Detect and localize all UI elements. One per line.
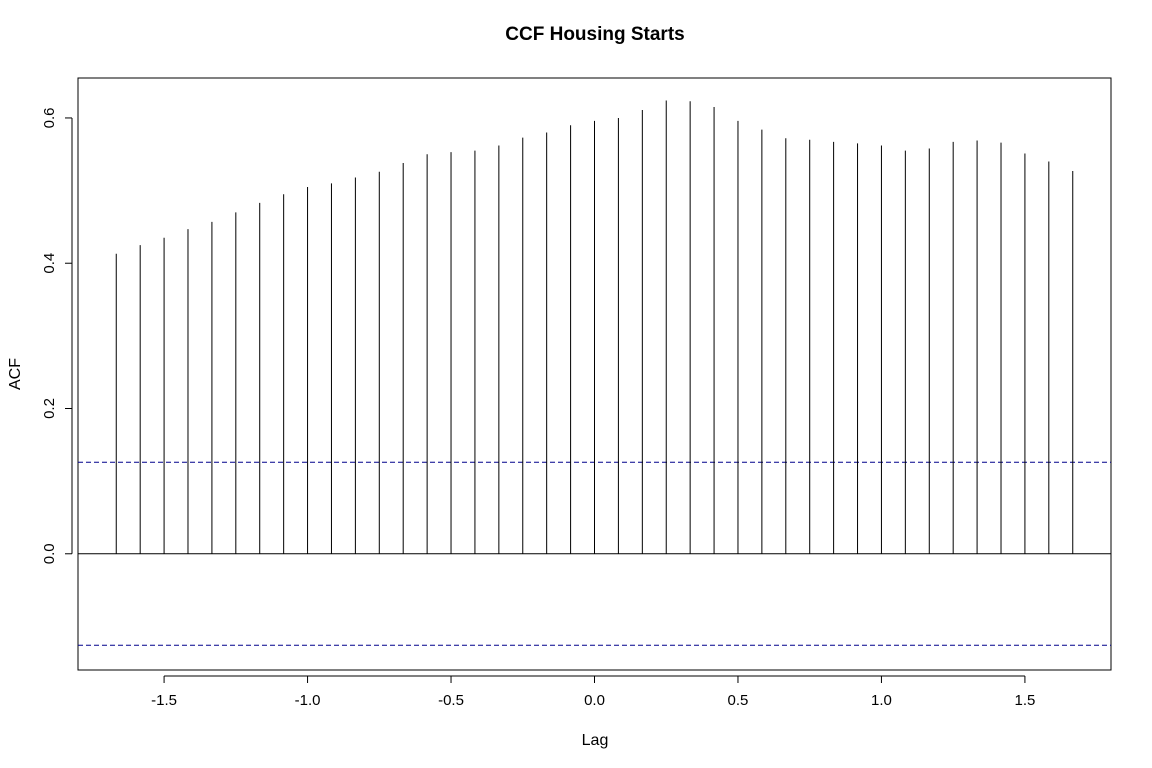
y-axis-label: ACF: [7, 358, 24, 390]
y-tick-label: 0.0: [41, 543, 58, 564]
x-tick-label: -0.5: [438, 692, 464, 709]
x-axis: -1.5 -1.0 -0.5 0.0 0.5 1.0 1.5: [151, 675, 1035, 709]
y-axis: 0.0 0.2 0.4 0.6: [41, 108, 73, 564]
x-tick-label: 0.0: [584, 692, 605, 709]
x-tick-label: 1.0: [871, 692, 892, 709]
ccf-bars: [115, 100, 1074, 554]
y-tick-label: 0.2: [41, 398, 58, 419]
x-axis-label: Lag: [582, 732, 609, 749]
y-tick-label: 0.6: [41, 108, 58, 129]
plot-frame: [77, 77, 1112, 671]
x-tick-label: 0.5: [728, 692, 749, 709]
x-tick-label: -1.5: [151, 692, 177, 709]
y-tick-label: 0.4: [41, 253, 58, 274]
x-tick-label: 1.5: [1014, 692, 1035, 709]
chart-title: CCF Housing Starts: [505, 24, 684, 45]
x-tick-label: -1.0: [295, 692, 321, 709]
